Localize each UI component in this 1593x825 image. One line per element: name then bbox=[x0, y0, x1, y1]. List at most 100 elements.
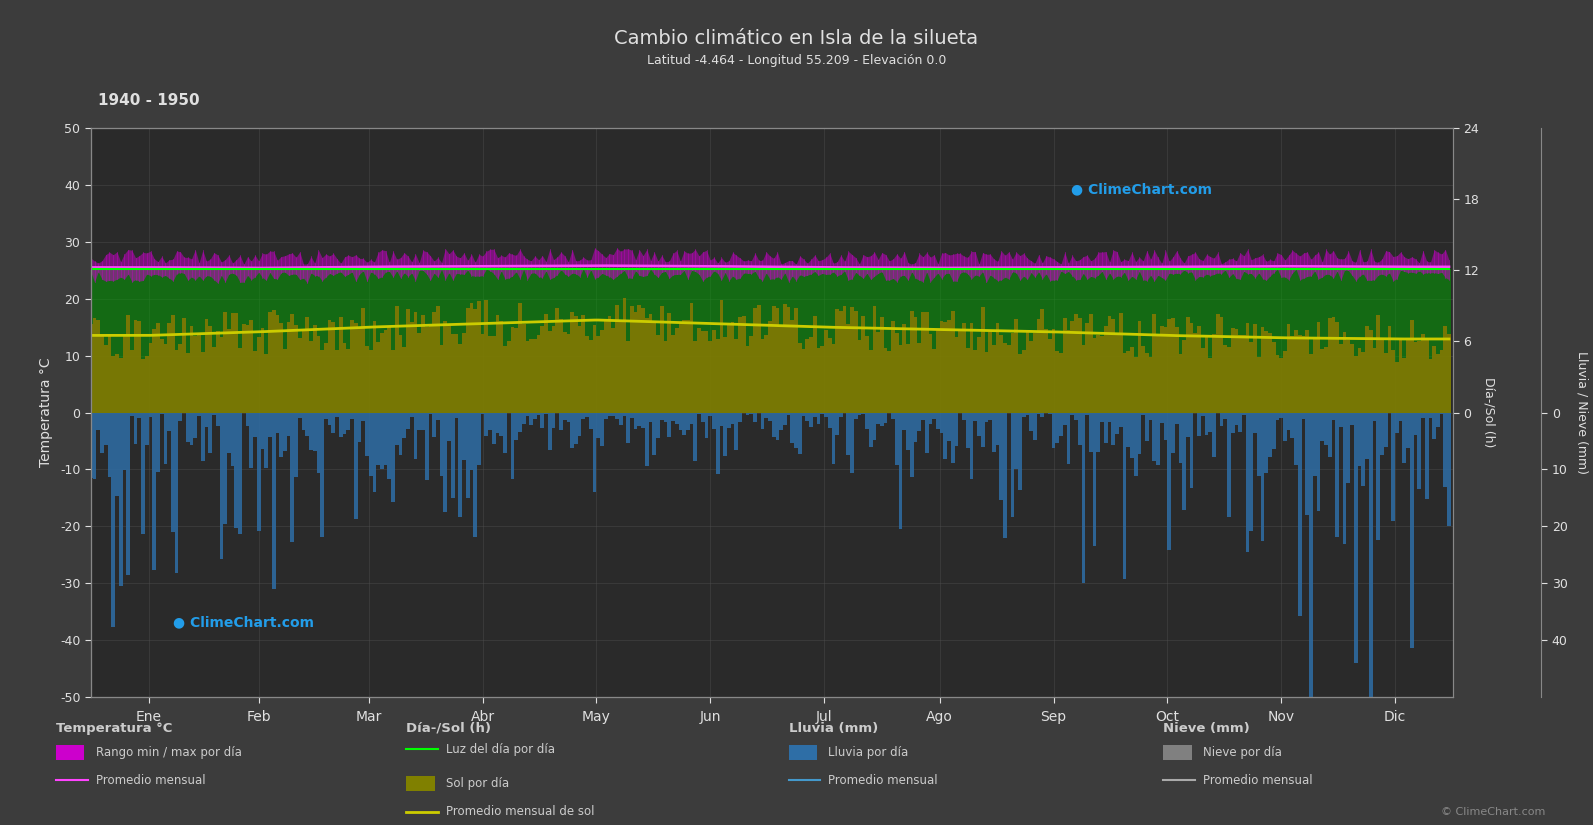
Bar bbox=[1440, 270, 1443, 350]
Bar bbox=[193, 412, 198, 438]
Bar bbox=[843, 268, 846, 306]
Bar bbox=[779, 412, 784, 430]
Bar bbox=[406, 412, 409, 429]
Bar bbox=[459, 268, 462, 343]
Bar bbox=[454, 334, 459, 412]
Bar bbox=[250, 320, 253, 412]
Bar bbox=[1429, 412, 1432, 418]
Bar bbox=[523, 269, 526, 324]
Bar bbox=[578, 412, 581, 436]
Y-axis label: Día-/Sol (h): Día-/Sol (h) bbox=[1483, 377, 1496, 448]
Bar bbox=[145, 412, 148, 445]
Bar bbox=[323, 270, 328, 342]
Bar bbox=[1063, 412, 1067, 425]
Bar bbox=[626, 341, 629, 412]
Bar bbox=[1380, 412, 1384, 455]
Bar bbox=[126, 412, 131, 575]
Bar bbox=[1104, 326, 1107, 412]
Bar bbox=[350, 319, 354, 412]
Bar bbox=[223, 312, 228, 412]
Bar bbox=[857, 412, 862, 415]
Bar bbox=[256, 337, 261, 412]
Bar bbox=[1149, 412, 1152, 420]
Bar bbox=[902, 412, 906, 430]
Y-axis label: Temperatura °C: Temperatura °C bbox=[38, 358, 53, 467]
Bar bbox=[436, 268, 440, 306]
Bar bbox=[268, 312, 272, 412]
Bar bbox=[902, 270, 906, 324]
Bar bbox=[801, 349, 806, 412]
Bar bbox=[581, 315, 585, 412]
Bar bbox=[593, 325, 596, 412]
Bar bbox=[768, 269, 773, 321]
Bar bbox=[551, 412, 556, 427]
Bar bbox=[784, 412, 787, 425]
Bar bbox=[906, 412, 910, 450]
Bar bbox=[1048, 339, 1051, 412]
Bar bbox=[929, 270, 932, 334]
Bar bbox=[1329, 268, 1332, 318]
Bar bbox=[784, 270, 787, 304]
Bar bbox=[1413, 342, 1418, 412]
Bar bbox=[1243, 336, 1246, 412]
Bar bbox=[562, 332, 567, 412]
Bar bbox=[1201, 348, 1204, 412]
Bar bbox=[1351, 412, 1354, 425]
Bar bbox=[1187, 318, 1190, 412]
Bar bbox=[634, 412, 637, 429]
Bar bbox=[414, 412, 417, 459]
Bar bbox=[578, 327, 581, 412]
Bar bbox=[1126, 351, 1129, 412]
Bar bbox=[1045, 270, 1048, 329]
Bar bbox=[290, 269, 295, 314]
Bar bbox=[1287, 412, 1290, 430]
Bar bbox=[612, 328, 615, 412]
Bar bbox=[1357, 412, 1362, 466]
Bar bbox=[704, 331, 709, 412]
Bar bbox=[1126, 270, 1129, 351]
Bar bbox=[884, 348, 887, 412]
Bar bbox=[1174, 269, 1179, 327]
Bar bbox=[1443, 269, 1446, 326]
Bar bbox=[773, 270, 776, 306]
Bar bbox=[1187, 412, 1190, 437]
Bar bbox=[779, 325, 784, 412]
Bar bbox=[1313, 337, 1317, 412]
Bar bbox=[1373, 348, 1376, 412]
Bar bbox=[1335, 322, 1340, 412]
Bar bbox=[317, 270, 320, 336]
Bar bbox=[156, 268, 159, 323]
Bar bbox=[1190, 412, 1193, 488]
Bar bbox=[323, 342, 328, 412]
Bar bbox=[167, 412, 170, 431]
Bar bbox=[362, 270, 365, 308]
Bar bbox=[1413, 412, 1418, 435]
Text: Temperatura °C: Temperatura °C bbox=[56, 722, 172, 735]
Bar bbox=[851, 268, 854, 307]
Bar bbox=[664, 342, 667, 412]
Bar bbox=[540, 269, 545, 327]
Bar bbox=[1118, 269, 1123, 314]
Bar bbox=[854, 311, 857, 412]
Bar bbox=[1388, 412, 1391, 413]
Bar bbox=[943, 268, 948, 322]
Bar bbox=[573, 269, 578, 316]
Bar bbox=[357, 412, 362, 442]
Bar bbox=[406, 309, 409, 412]
Bar bbox=[873, 268, 876, 306]
Bar bbox=[787, 308, 790, 412]
Bar bbox=[537, 335, 540, 412]
Bar bbox=[287, 270, 290, 323]
Bar bbox=[926, 313, 929, 412]
Bar bbox=[301, 412, 306, 431]
Bar bbox=[465, 309, 470, 412]
Bar bbox=[556, 412, 559, 413]
Bar bbox=[876, 412, 879, 424]
Bar bbox=[92, 318, 97, 412]
Bar bbox=[548, 412, 551, 450]
Bar bbox=[1168, 269, 1171, 319]
Bar bbox=[178, 270, 182, 344]
Bar bbox=[1421, 269, 1424, 333]
Bar bbox=[559, 412, 562, 430]
Bar bbox=[159, 412, 164, 414]
